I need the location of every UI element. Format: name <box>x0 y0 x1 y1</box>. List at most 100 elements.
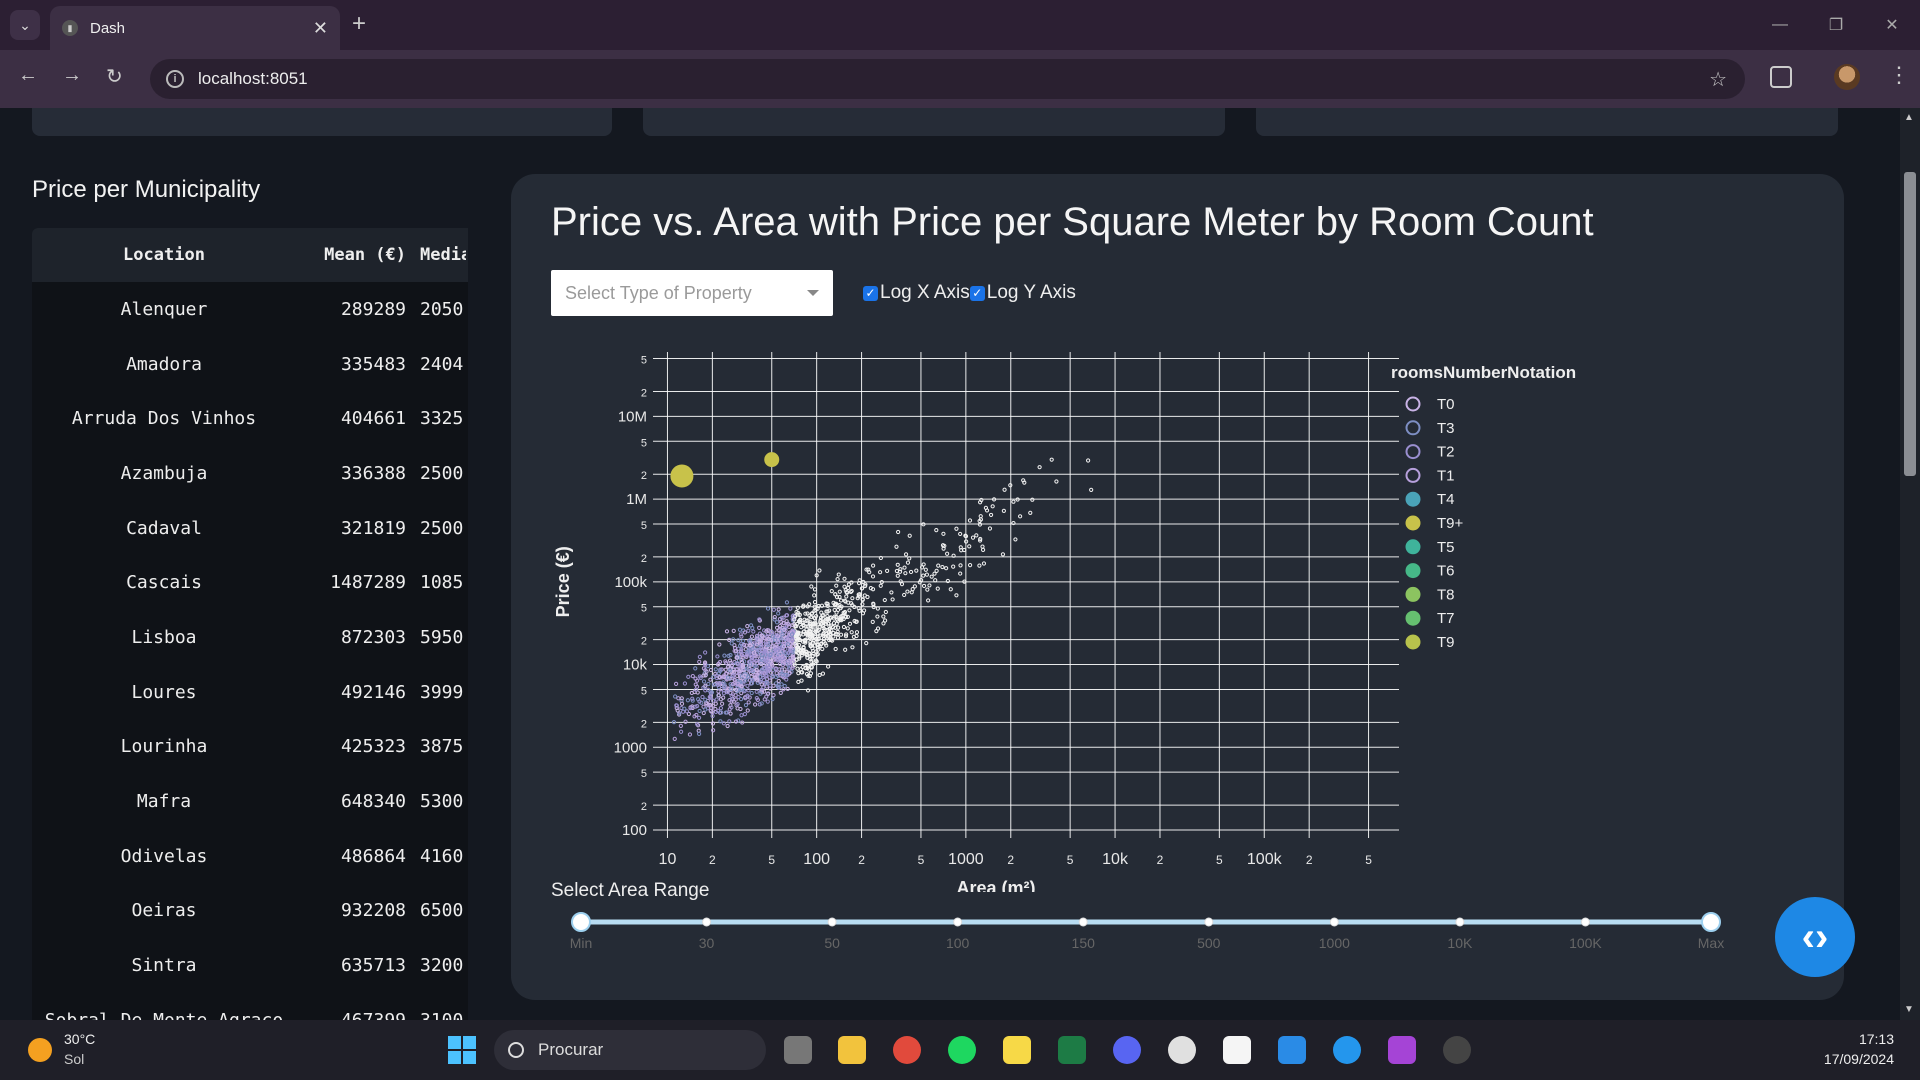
code-toggle-button[interactable]: ‹› <box>1775 897 1855 977</box>
data-point <box>800 665 805 670</box>
data-point <box>817 633 823 638</box>
data-point <box>701 666 707 671</box>
back-icon[interactable]: ← <box>18 64 38 86</box>
scatter-plot[interactable]: 10 2 5 100 2 5 1000 2 5 10k 2 5 100k 2 5 100 2 5 1000 2 5 10k… <box>541 332 1831 892</box>
slider-mark-label: 500 <box>1197 935 1221 951</box>
forward-icon[interactable]: → <box>62 64 82 86</box>
browser-menu-icon[interactable]: ⋮ <box>1888 62 1910 87</box>
cell-median: 3200 <box>420 955 464 977</box>
task-view-icon[interactable] <box>784 1036 812 1064</box>
data-point <box>926 598 931 603</box>
tab-close-icon[interactable]: ✕ <box>312 17 328 38</box>
data-point <box>885 568 890 573</box>
header-mean[interactable]: Mean (€) <box>324 245 406 265</box>
data-point <box>785 642 791 647</box>
data-point <box>977 522 983 527</box>
header-median[interactable]: Median <box>420 245 466 265</box>
slider-handle[interactable] <box>571 912 591 932</box>
taskbar-search[interactable]: Procurar <box>494 1030 766 1070</box>
data-point <box>701 710 706 716</box>
data-point <box>861 579 866 585</box>
cell-median: 3875 <box>420 736 464 758</box>
data-point <box>682 706 687 711</box>
data-point <box>739 684 744 689</box>
bookmark-star-icon[interactable]: ☆ <box>1709 68 1727 91</box>
data-point <box>693 676 698 681</box>
data-point <box>790 637 795 642</box>
data-point <box>754 642 760 647</box>
github-desktop-icon[interactable] <box>1443 1036 1471 1064</box>
data-point <box>773 647 778 652</box>
data-point <box>828 623 834 628</box>
legend-marker <box>1405 634 1421 650</box>
cell-location: Odivelas <box>120 845 208 867</box>
cell-location: Oeiras <box>131 900 197 922</box>
data-point <box>749 634 755 639</box>
header-location[interactable]: Location <box>123 245 205 265</box>
data-point <box>715 654 720 659</box>
data-point <box>735 673 740 679</box>
new-tab-icon[interactable]: + <box>352 10 367 37</box>
close-window-icon[interactable]: ✕ <box>1885 17 1899 34</box>
data-point <box>715 662 721 667</box>
cell-mean: 321819 <box>340 517 406 539</box>
data-point <box>914 568 919 573</box>
profile-avatar[interactable] <box>1834 64 1860 90</box>
table-row: Sobral De Monte Agraco4673993100 <box>32 993 468 1020</box>
area-range-slider[interactable]: Min 30 50 100 150 500 1000 10K 100K Max <box>551 902 1731 962</box>
y-tick-label: 100k <box>614 574 647 591</box>
data-point <box>746 674 751 679</box>
browser-tab[interactable]: ▮ Dash ✕ <box>50 6 340 50</box>
scroll-up-icon[interactable]: ▲ <box>1904 112 1914 123</box>
data-point <box>704 669 709 674</box>
data-point <box>784 619 789 624</box>
data-point <box>827 608 832 613</box>
data-point <box>896 529 901 535</box>
data-point <box>754 667 759 673</box>
y-tick-label: 2 <box>641 636 647 648</box>
slider-handle[interactable] <box>1701 912 1721 932</box>
data-point <box>716 671 722 676</box>
url-field[interactable]: i localhost:8051 ☆ <box>150 59 1745 99</box>
extensions-icon[interactable] <box>1770 66 1792 88</box>
restore-icon[interactable]: ❐ <box>1828 17 1844 34</box>
spotify-icon[interactable] <box>948 1036 976 1064</box>
minimize-icon[interactable]: — <box>1772 16 1788 33</box>
windows-start-icon[interactable] <box>448 1036 476 1064</box>
data-point <box>701 704 706 709</box>
slider-mark-label: Min <box>570 935 593 951</box>
property-type-dropdown[interactable]: Select Type of Property <box>551 270 833 316</box>
reload-icon[interactable]: ↻ <box>106 66 123 88</box>
sun-icon[interactable] <box>28 1038 52 1062</box>
browser-tabbar: ⌄ ▮ Dash ✕ + — ❐ ✕ <box>0 0 1920 50</box>
data-point <box>735 702 740 707</box>
clock-date: 17/09/2024 <box>1823 1051 1894 1067</box>
docker-icon[interactable] <box>1333 1036 1361 1064</box>
log-x-checkbox[interactable]: ✓ <box>863 285 878 301</box>
media-app-icon[interactable] <box>1388 1036 1416 1064</box>
table-row: Cadaval 321819 2500 <box>32 501 468 556</box>
clock-time: 17:13 <box>1858 1031 1894 1047</box>
data-point <box>722 653 727 658</box>
log-y-checkbox[interactable]: ✓ <box>969 285 985 301</box>
discord-icon[interactable] <box>1113 1036 1141 1064</box>
chrome-icon[interactable] <box>893 1036 921 1064</box>
data-point <box>729 699 734 704</box>
file-explorer-icon[interactable] <box>838 1036 866 1064</box>
vscode-icon[interactable] <box>1278 1036 1306 1064</box>
scroll-down-icon[interactable]: ▼ <box>1904 1004 1914 1015</box>
x-tick-label: 5 <box>1216 853 1223 867</box>
data-point <box>792 662 797 667</box>
data-point <box>812 600 818 605</box>
sticky-notes-icon[interactable] <box>1003 1036 1031 1064</box>
site-info-icon[interactable]: i <box>166 70 184 88</box>
excel-icon[interactable] <box>1058 1036 1086 1064</box>
slack-icon[interactable] <box>1168 1036 1196 1064</box>
tab-search-icon[interactable]: ⌄ <box>10 10 40 40</box>
data-point <box>774 620 780 625</box>
notion-icon[interactable] <box>1223 1036 1251 1064</box>
data-point <box>697 731 702 736</box>
page-scrollbar[interactable]: ▲ ▼ <box>1900 108 1920 1020</box>
data-point <box>835 635 841 640</box>
scrollbar-thumb[interactable] <box>1904 172 1916 476</box>
